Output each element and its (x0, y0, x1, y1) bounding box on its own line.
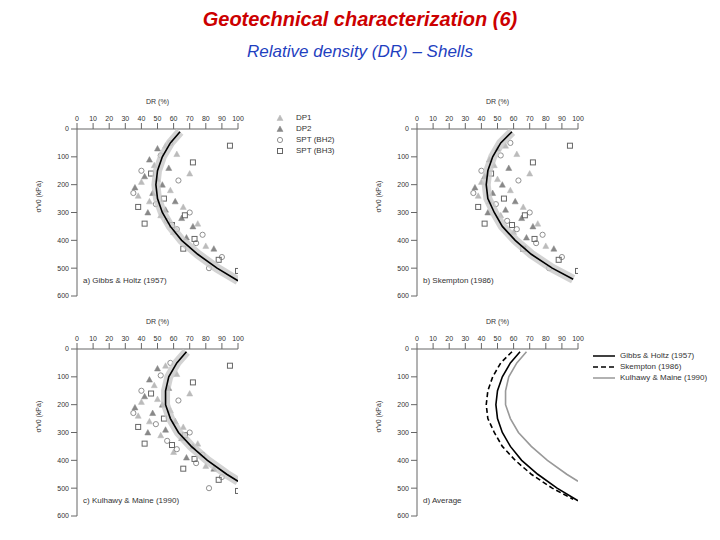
svg-text:0: 0 (65, 125, 69, 132)
html-text:a) Gibbs & Holtz (1957): a) Gibbs & Holtz (1957) (83, 276, 167, 285)
svg-text:400: 400 (397, 237, 409, 244)
svg-text:600: 600 (397, 512, 409, 519)
svg-text:50: 50 (494, 115, 502, 122)
html-text:c) Kulhawy & Maine (1990): c) Kulhawy & Maine (1990) (83, 496, 179, 505)
svg-text:DR (%): DR (%) (486, 318, 509, 326)
svg-text:20: 20 (445, 335, 453, 342)
svg-text:40: 40 (478, 115, 486, 122)
svg-text:10: 10 (429, 335, 437, 342)
svg-text:50: 50 (154, 115, 162, 122)
svg-text:100: 100 (232, 335, 244, 342)
svg-text:600: 600 (57, 512, 69, 519)
svg-text:200: 200 (57, 181, 69, 188)
svg-text:400: 400 (57, 237, 69, 244)
svg-text:0: 0 (75, 335, 79, 342)
svg-text:100: 100 (572, 335, 584, 342)
svg-text:500: 500 (397, 485, 409, 492)
svg-text:90: 90 (558, 335, 566, 342)
svg-text:10: 10 (429, 115, 437, 122)
svg-text:100: 100 (397, 373, 409, 380)
svg-text:20: 20 (105, 335, 113, 342)
svg-text:30: 30 (461, 115, 469, 122)
svg-text:90: 90 (218, 335, 226, 342)
svg-text:200: 200 (397, 181, 409, 188)
svg-text:70: 70 (186, 115, 194, 122)
svg-text:80: 80 (202, 115, 210, 122)
svg-text:300: 300 (397, 429, 409, 436)
svg-text:10: 10 (89, 335, 97, 342)
svg-text:40: 40 (138, 115, 146, 122)
svg-text:200: 200 (57, 401, 69, 408)
svg-text:0: 0 (415, 335, 419, 342)
svg-text:300: 300 (57, 209, 69, 216)
svg-text:20: 20 (105, 115, 113, 122)
html-text:DP1: DP1 (296, 113, 312, 122)
html-text:Relative density (DR) – Shells: Relative density (DR) – Shells (247, 42, 473, 61)
svg-text:DR (%): DR (%) (486, 98, 509, 106)
svg-text:σ'v0 (kPa): σ'v0 (kPa) (35, 181, 43, 213)
html-text:b) Skempton (1986): b) Skempton (1986) (423, 276, 494, 285)
svg-text:70: 70 (526, 115, 534, 122)
svg-text:30: 30 (121, 115, 129, 122)
svg-text:300: 300 (57, 429, 69, 436)
svg-text:90: 90 (558, 115, 566, 122)
svg-text:80: 80 (542, 335, 550, 342)
svg-text:0: 0 (75, 115, 79, 122)
svg-text:200: 200 (397, 401, 409, 408)
svg-text:0: 0 (415, 115, 419, 122)
svg-text:60: 60 (170, 115, 178, 122)
svg-text:30: 30 (461, 335, 469, 342)
svg-text:100: 100 (57, 373, 69, 380)
svg-text:40: 40 (478, 335, 486, 342)
html-text:DP2: DP2 (296, 124, 312, 133)
svg-text:100: 100 (57, 153, 69, 160)
html-text:Skempton (1986): Skempton (1986) (620, 362, 682, 371)
svg-text:40: 40 (138, 335, 146, 342)
html-text:Geotechnical characterization: Geotechnical characterization (6) (202, 8, 518, 30)
html-text:SPT (BH3): SPT (BH3) (296, 146, 335, 155)
html-text:SPT (BH2): SPT (BH2) (296, 135, 335, 144)
svg-text:500: 500 (57, 265, 69, 272)
svg-text:DR (%): DR (%) (146, 318, 169, 326)
svg-text:σ'v0 (kPa): σ'v0 (kPa) (35, 401, 43, 433)
svg-text:90: 90 (218, 115, 226, 122)
html-text:Gibbs & Holtz (1957): Gibbs & Holtz (1957) (620, 351, 695, 360)
svg-text:σ'v0 (kPa): σ'v0 (kPa) (375, 401, 383, 433)
svg-text:600: 600 (57, 292, 69, 299)
svg-text:10: 10 (89, 115, 97, 122)
svg-text:80: 80 (542, 115, 550, 122)
svg-text:50: 50 (154, 335, 162, 342)
svg-text:80: 80 (202, 335, 210, 342)
html-text:Kulhawy & Maine (1990): Kulhawy & Maine (1990) (620, 373, 708, 382)
svg-text:100: 100 (397, 153, 409, 160)
svg-text:0: 0 (405, 125, 409, 132)
html-text:d) Average: d) Average (423, 496, 462, 505)
svg-text:600: 600 (397, 292, 409, 299)
svg-text:300: 300 (397, 209, 409, 216)
svg-text:30: 30 (121, 335, 129, 342)
svg-text:100: 100 (232, 115, 244, 122)
svg-text:60: 60 (170, 335, 178, 342)
svg-text:500: 500 (57, 485, 69, 492)
svg-text:100: 100 (572, 115, 584, 122)
svg-text:0: 0 (405, 345, 409, 352)
svg-text:60: 60 (510, 115, 518, 122)
svg-text:σ'v0 (kPa): σ'v0 (kPa) (375, 181, 383, 213)
svg-text:60: 60 (510, 335, 518, 342)
svg-text:500: 500 (397, 265, 409, 272)
svg-text:70: 70 (526, 335, 534, 342)
svg-text:400: 400 (57, 457, 69, 464)
svg-text:20: 20 (445, 115, 453, 122)
svg-text:50: 50 (494, 335, 502, 342)
svg-text:0: 0 (65, 345, 69, 352)
svg-text:70: 70 (186, 335, 194, 342)
svg-text:DR (%): DR (%) (146, 98, 169, 106)
svg-text:400: 400 (397, 457, 409, 464)
